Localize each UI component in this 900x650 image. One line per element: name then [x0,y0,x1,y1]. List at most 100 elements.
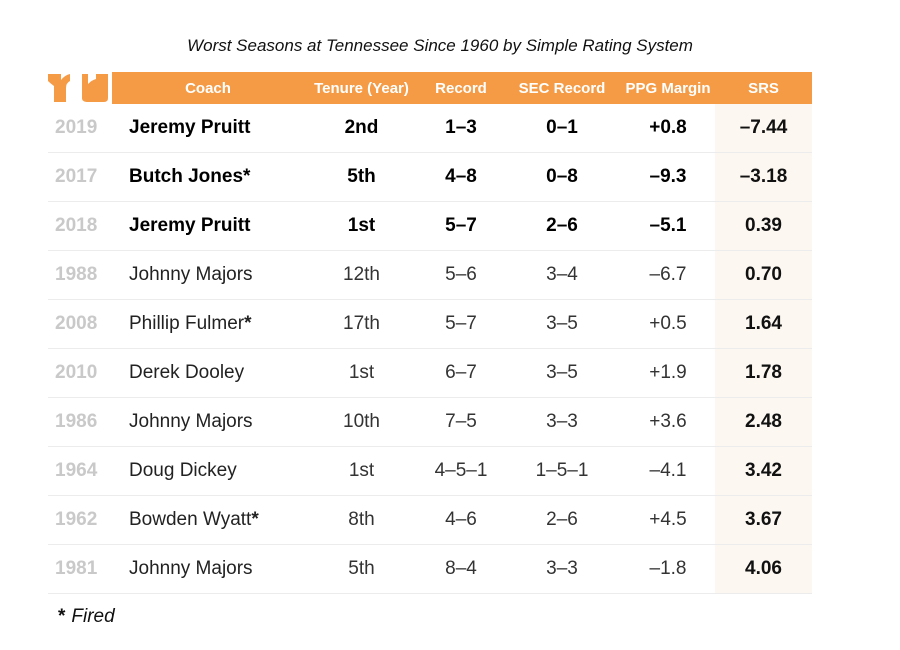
row-sec-record: 3–3 [503,544,621,594]
row-record: 5–6 [419,250,503,300]
row-sec-record: 1–5–1 [503,446,621,496]
row-record: 6–7 [419,348,503,398]
table-row: 1962 Bowden Wyatt* 8th 4–6 2–6 +4.5 3.67 [48,495,812,545]
row-sec-record: 2–6 [503,495,621,545]
row-srs: 4.06 [715,544,812,594]
row-tenure: 2nd [304,104,419,153]
row-tenure: 10th [304,397,419,447]
row-tenure: 1st [304,446,419,496]
row-ppg-margin: +0.8 [621,104,715,153]
row-ppg-margin: –9.3 [621,152,715,202]
row-tenure: 12th [304,250,419,300]
coach-name: Johnny Majors [129,558,253,579]
coach-name: Jeremy Pruitt [129,215,251,236]
header-record: Record [419,72,503,104]
row-record: 4–5–1 [419,446,503,496]
row-year: 1964 [48,446,112,496]
coach-name: Phillip Fulmer [129,313,245,334]
row-tenure: 5th [304,152,419,202]
table-row: 1986 Johnny Majors 10th 7–5 3–3 +3.6 2.48 [48,397,812,447]
coach-name: Butch Jones [129,166,244,187]
row-year: 1988 [48,250,112,300]
table-header-row: Coach Tenure (Year) Record SEC Record PP… [48,72,812,104]
row-year: 2017 [48,152,112,202]
row-coach: Doug Dickey [112,446,304,496]
row-coach: Derek Dooley [112,348,304,398]
coach-name: Bowden Wyatt [129,509,252,530]
row-coach: Johnny Majors [112,250,304,300]
row-sec-record: 0–1 [503,104,621,153]
table-row: 1964 Doug Dickey 1st 4–5–1 1–5–1 –4.1 3.42 [48,446,812,496]
row-ppg-margin: –1.8 [621,544,715,594]
row-srs: –7.44 [715,104,812,153]
row-sec-record: 2–6 [503,201,621,251]
footnote-text: Fired [71,606,115,627]
header-tenure: Tenure (Year) [304,72,419,104]
row-srs: –3.18 [715,152,812,202]
row-sec-record: 3–5 [503,348,621,398]
row-tenure: 1st [304,201,419,251]
header-coach: Coach [112,72,304,104]
row-record: 5–7 [419,299,503,349]
srs-table: Coach Tenure (Year) Record SEC Record PP… [48,72,812,594]
row-srs: 1.78 [715,348,812,398]
row-srs: 3.67 [715,495,812,545]
row-srs: 0.70 [715,250,812,300]
row-year: 1962 [48,495,112,545]
header-ppg-margin: PPG Margin [621,72,715,104]
fired-marker: * [251,509,259,530]
row-coach: Johnny Majors [112,397,304,447]
row-year: 2010 [48,348,112,398]
row-year: 1981 [48,544,112,594]
row-srs: 3.42 [715,446,812,496]
row-record: 8–4 [419,544,503,594]
row-coach: Phillip Fulmer* [112,299,304,349]
footnote: * Fired [58,606,115,628]
row-sec-record: 3–3 [503,397,621,447]
row-srs: 0.39 [715,201,812,251]
row-ppg-margin: –6.7 [621,250,715,300]
row-year: 1986 [48,397,112,447]
row-ppg-margin: +0.5 [621,299,715,349]
header-year [48,72,112,104]
header-srs: SRS [715,72,812,104]
row-ppg-margin: –5.1 [621,201,715,251]
row-srs: 1.64 [715,299,812,349]
row-ppg-margin: +4.5 [621,495,715,545]
row-coach: Bowden Wyatt* [112,495,304,545]
row-record: 1–3 [419,104,503,153]
footnote-marker: * [58,606,66,627]
coach-name: Doug Dickey [129,460,237,481]
row-record: 7–5 [419,397,503,447]
row-year: 2019 [48,104,112,153]
row-sec-record: 0–8 [503,152,621,202]
table-row: 1988 Johnny Majors 12th 5–6 3–4 –6.7 0.70 [48,250,812,300]
row-tenure: 5th [304,544,419,594]
table-row: 2017 Butch Jones* 5th 4–8 0–8 –9.3 –3.18 [48,152,812,202]
row-ppg-margin: +1.9 [621,348,715,398]
row-tenure: 17th [304,299,419,349]
row-ppg-margin: +3.6 [621,397,715,447]
table-row: 2010 Derek Dooley 1st 6–7 3–5 +1.9 1.78 [48,348,812,398]
row-coach: Jeremy Pruitt [112,104,304,153]
row-sec-record: 3–5 [503,299,621,349]
tennessee-power-t-logo-icon [48,74,108,102]
row-record: 5–7 [419,201,503,251]
coach-name: Johnny Majors [129,411,253,432]
row-ppg-margin: –4.1 [621,446,715,496]
table-row: 2019 Jeremy Pruitt 2nd 1–3 0–1 +0.8 –7.44 [48,104,812,153]
row-coach: Johnny Majors [112,544,304,594]
header-sec-record: SEC Record [503,72,621,104]
coach-name: Johnny Majors [129,264,253,285]
fired-marker: * [243,166,251,187]
row-record: 4–8 [419,152,503,202]
row-coach: Butch Jones* [112,152,304,202]
fired-marker: * [244,313,252,334]
table-row: 2018 Jeremy Pruitt 1st 5–7 2–6 –5.1 0.39 [48,201,812,251]
table-row: 2008 Phillip Fulmer* 17th 5–7 3–5 +0.5 1.64 [48,299,812,349]
coach-name: Jeremy Pruitt [129,117,251,138]
row-record: 4–6 [419,495,503,545]
row-tenure: 1st [304,348,419,398]
row-year: 2018 [48,201,112,251]
row-coach: Jeremy Pruitt [112,201,304,251]
